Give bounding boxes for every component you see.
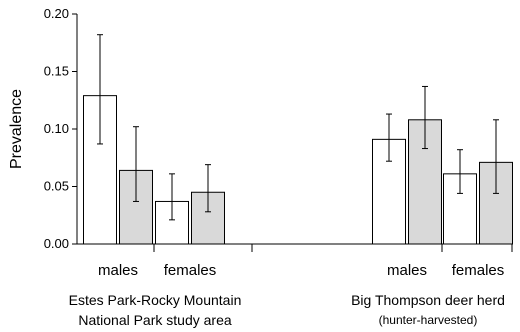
y-axis-label: Prevalence [8, 89, 25, 169]
group-label-line1: Estes Park-Rocky Mountain [69, 292, 242, 308]
y-tick-label: 0.10 [44, 121, 69, 136]
group-label-line2: National Park study area [78, 312, 232, 328]
y-tick-label: 0.00 [44, 236, 69, 251]
y-tick-label: 0.20 [44, 6, 69, 21]
group-label-line1: Big Thompson deer herd [351, 292, 505, 308]
x-category-label: males [387, 262, 427, 279]
y-tick-label: 0.15 [44, 64, 69, 79]
bars [83, 95, 513, 245]
labels: 0.00 0.05 0.10 0.15 0.20 Prevalence males femal… [8, 6, 505, 328]
x-category-label: females [452, 262, 505, 279]
x-category-label: females [164, 262, 217, 279]
x-category-label: males [98, 262, 138, 279]
y-tick-label: 0.05 [44, 179, 69, 194]
error-bars [97, 34, 499, 221]
group-sublabel: (hunter-harvested) [379, 313, 478, 327]
